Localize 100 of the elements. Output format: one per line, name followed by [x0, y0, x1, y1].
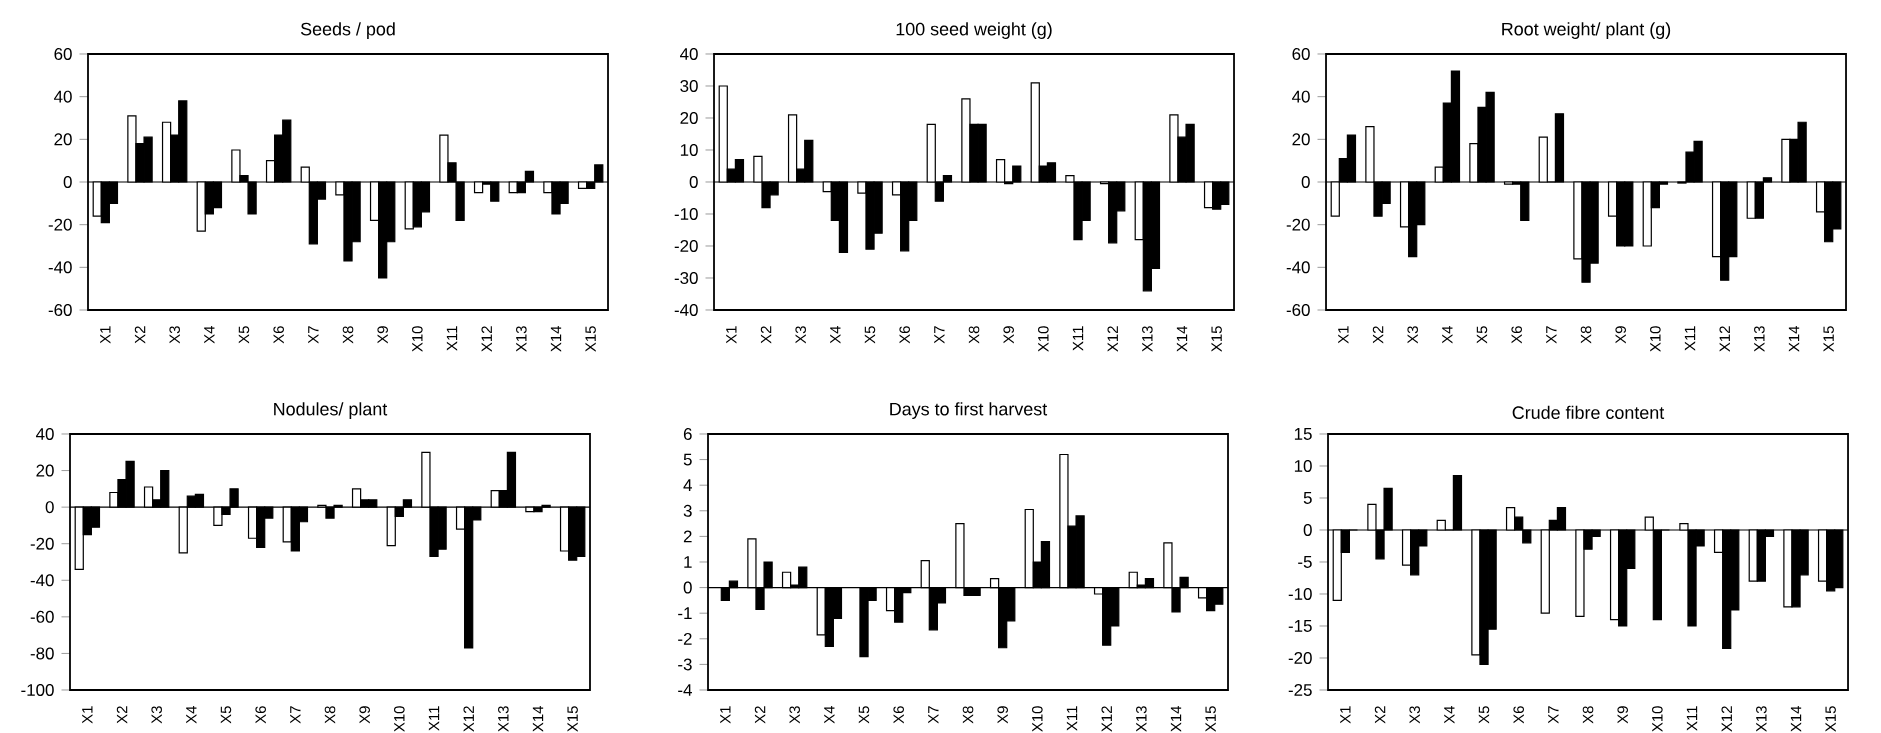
x-tick-label: X2 [754, 706, 766, 724]
y-tick-label: 20 [680, 112, 698, 124]
x-tick-label: X13 [1756, 706, 1767, 732]
x-tick-label: X5 [858, 706, 870, 724]
x-tick-label: X2 [134, 326, 146, 344]
x-tick-label: X14 [1788, 325, 1800, 352]
x-tick-label: X9 [997, 706, 1008, 724]
y-tick-label: -60 [1286, 304, 1310, 316]
chart-title: Days to first harvest [890, 402, 1048, 419]
x-tick-label: X2 [1374, 706, 1386, 724]
y-tick-label: 1 [684, 556, 692, 568]
y-tick-label: 60 [54, 48, 72, 60]
x-tick-label: X11 [446, 326, 458, 351]
x-tick-label: X4 [830, 325, 841, 344]
y-tick-label: 4 [683, 479, 692, 492]
x-tick-label: X1 [82, 706, 93, 724]
x-tick-label: X5 [864, 326, 876, 344]
x-tick-label: X15 [585, 326, 596, 352]
chart-title: Root weight/ plant (g) [1502, 22, 1671, 39]
y-tick-label: -2 [678, 632, 692, 645]
x-tick-label: X5 [1476, 326, 1488, 344]
x-tick-label: X4 [204, 325, 215, 344]
y-tick-label: 0 [683, 581, 692, 594]
y-tick-label: -4 [678, 684, 692, 696]
x-tick-label: X12 [1721, 706, 1732, 732]
x-tick-label: X9 [377, 326, 388, 344]
y-tick-label: 3 [683, 504, 692, 517]
y-tick-label: -20 [48, 218, 72, 231]
x-tick-label: X5 [1478, 706, 1490, 724]
x-tick-label: X13 [1754, 326, 1765, 352]
y-tick-label: 0 [63, 176, 72, 188]
x-tick-label: X4 [1444, 705, 1455, 724]
x-tick-label: X12 [1101, 706, 1112, 732]
x-tick-label: X14 [1176, 325, 1188, 352]
y-tick-label: 20 [36, 464, 54, 477]
x-tick-label: X8 [324, 706, 336, 724]
x-tick-label: X10 [394, 706, 405, 732]
x-tick-label: X10 [1652, 706, 1663, 732]
y-tick-label: 40 [680, 48, 698, 60]
x-tick-label: X2 [1372, 326, 1384, 344]
x-tick-label: X10 [1032, 706, 1043, 732]
x-tick-label: X3 [151, 706, 162, 724]
x-tick-label: X1 [1340, 706, 1351, 724]
x-tick-label: X15 [1211, 326, 1222, 352]
chart-title: Nodules/ plant [274, 402, 388, 419]
y-tick-label: 0 [1303, 524, 1312, 536]
x-tick-label: X8 [1580, 326, 1592, 344]
y-tick-label: -10 [1288, 588, 1312, 600]
y-tick-label: 60 [1292, 48, 1310, 60]
x-tick-label: X14 [1790, 705, 1802, 732]
x-tick-label: X2 [760, 326, 772, 344]
x-tick-label: X5 [220, 706, 232, 724]
x-tick-label: X11 [1072, 326, 1084, 351]
x-tick-label: X1 [100, 326, 111, 344]
x-tick-label: X7 [934, 326, 945, 344]
y-tick-label: -20 [674, 240, 698, 252]
x-tick-label: X8 [1582, 706, 1594, 724]
x-tick-label: X7 [928, 706, 939, 724]
y-tick-label: -25 [1288, 684, 1312, 696]
chart-title: 100 seed weight (g) [896, 22, 1052, 39]
y-tick-label: 40 [53, 90, 72, 103]
y-tick-label: -60 [30, 610, 54, 623]
y-tick-label: -40 [674, 304, 698, 316]
x-tick-label: X13 [516, 326, 527, 352]
x-tick-label: X6 [899, 326, 910, 344]
x-tick-label: X13 [498, 706, 509, 732]
x-tick-label: X4 [186, 705, 197, 724]
chart-title: Seeds / pod [300, 22, 395, 39]
y-tick-label: -5 [1298, 556, 1312, 568]
x-tick-label: X3 [1409, 706, 1420, 724]
x-tick-label: X12 [1107, 326, 1118, 352]
x-tick-label: X3 [789, 706, 800, 724]
x-tick-label: X7 [290, 706, 301, 724]
y-tick-label: -20 [30, 537, 54, 550]
x-tick-label: X9 [359, 706, 370, 724]
x-tick-label: X8 [968, 326, 980, 344]
x-tick-label: X11 [1066, 706, 1078, 731]
x-tick-label: X15 [1205, 706, 1216, 732]
y-tick-label: 5 [1303, 492, 1312, 504]
y-tick-label: 0 [689, 176, 698, 188]
x-tick-label: X10 [1650, 326, 1661, 352]
x-tick-label: X11 [428, 706, 440, 731]
y-tick-label: -3 [678, 658, 692, 671]
x-tick-label: X11 [1686, 706, 1698, 731]
x-tick-label: X15 [1825, 706, 1836, 732]
y-tick-label: 10 [1294, 460, 1312, 472]
x-tick-label: X1 [726, 326, 737, 344]
y-tick-label: 30 [680, 80, 698, 92]
x-tick-label: X3 [169, 326, 180, 344]
y-tick-label: 20 [1292, 133, 1310, 146]
x-tick-label: X9 [1003, 326, 1014, 344]
x-tick-label: X12 [481, 326, 492, 352]
x-tick-label: X6 [255, 706, 266, 724]
x-tick-label: X7 [1548, 706, 1559, 724]
y-tick-label: 40 [35, 428, 54, 440]
chart-title: Crude fibre content [1512, 405, 1665, 419]
y-tick-label: -20 [1286, 218, 1310, 231]
x-tick-label: X11 [1684, 326, 1696, 351]
x-tick-label: X13 [1142, 326, 1153, 352]
y-tick-label: -40 [48, 261, 72, 274]
